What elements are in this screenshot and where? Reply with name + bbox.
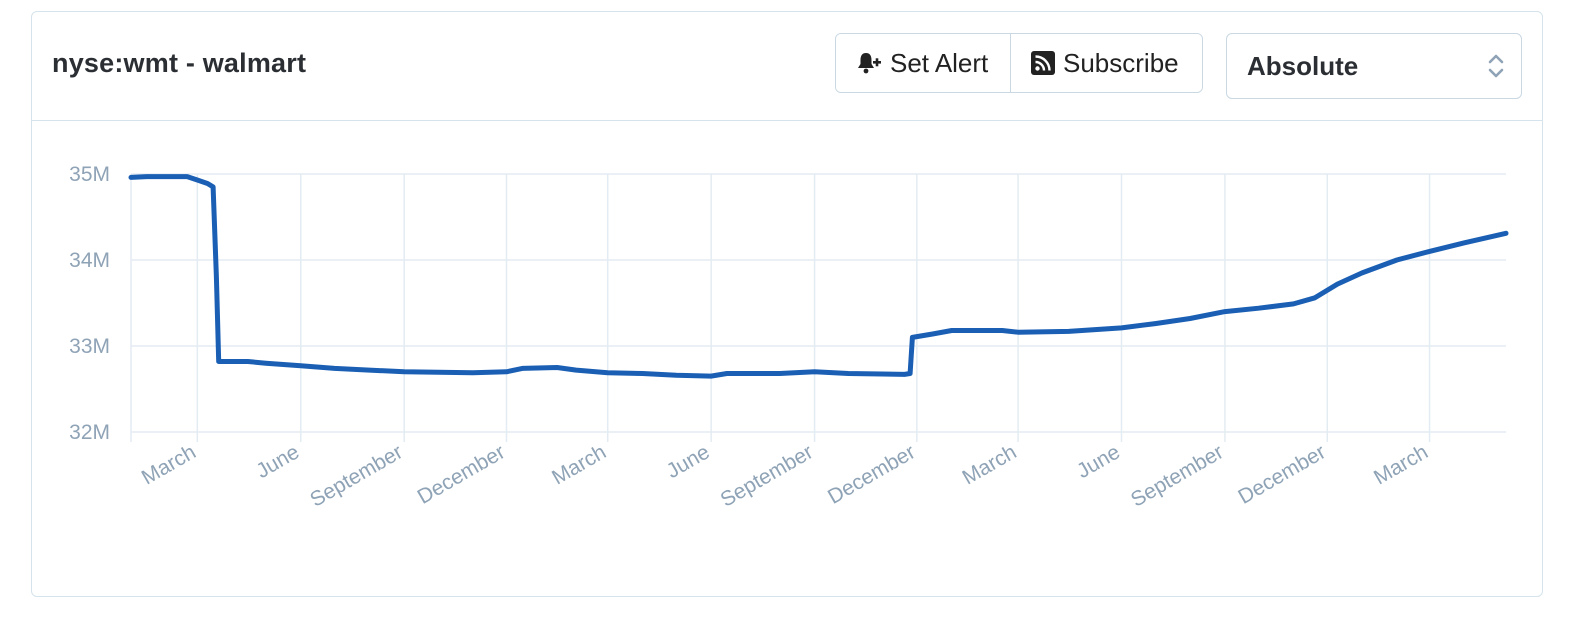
x-tick-label: March <box>138 440 200 489</box>
bell-plus-icon <box>856 51 882 75</box>
x-tick-label: September <box>1127 440 1227 511</box>
x-tick-label: June <box>1073 440 1124 483</box>
x-tick-label: September <box>306 440 406 511</box>
rss-icon <box>1031 51 1055 75</box>
x-tick-label: June <box>663 440 714 483</box>
subscribe-button[interactable]: Subscribe <box>1010 34 1202 92</box>
card-header: nyse:wmt - walmart Set Alert <box>32 12 1542 121</box>
x-tick-label: March <box>959 440 1021 489</box>
mode-select-value: Absolute <box>1247 50 1359 81</box>
set-alert-label: Set Alert <box>890 47 989 78</box>
y-tick-label: 35M <box>69 163 110 186</box>
action-button-group: Set Alert Subscribe <box>835 33 1203 93</box>
page-title: nyse:wmt - walmart <box>52 48 307 78</box>
x-tick-label: March <box>1370 440 1432 489</box>
series-line <box>128 174 1509 379</box>
mode-select[interactable]: Absolute <box>1226 33 1522 99</box>
y-tick-label: 33M <box>69 335 110 358</box>
up-down-caret-icon <box>1487 52 1505 87</box>
x-tick-label: December <box>414 440 509 508</box>
x-tick-label: December <box>1234 440 1329 508</box>
x-tick-label: June <box>252 440 303 483</box>
x-tick-label: March <box>548 440 610 489</box>
x-tick-label: September <box>717 440 817 511</box>
y-tick-label: 34M <box>69 249 110 272</box>
subscribe-label: Subscribe <box>1063 47 1179 78</box>
x-tick-label: December <box>824 440 919 508</box>
y-tick-label: 32M <box>69 421 110 444</box>
set-alert-button[interactable]: Set Alert <box>836 34 1010 92</box>
